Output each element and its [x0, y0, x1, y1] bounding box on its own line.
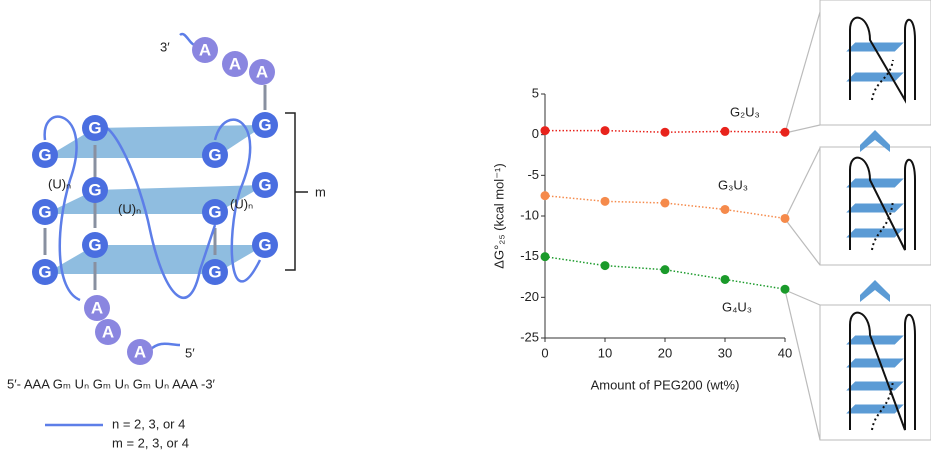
- quadruplex-diagram: G G G G G G G G G G G G A A A A A A 3′ 5…: [7, 32, 326, 450]
- a-label: A: [134, 342, 146, 361]
- g-label: G: [88, 235, 101, 254]
- tetrads: [843, 41, 907, 415]
- y-axis-label: ΔG°₂₅ (kcal mol⁻¹): [491, 163, 506, 268]
- a-label: A: [256, 62, 268, 81]
- point: [720, 204, 730, 214]
- y-tick-label: -10: [520, 207, 539, 222]
- panel: [819, 0, 931, 126]
- sequence: 5′- AAA Gₘ Uₙ Gₘ Uₙ Gₘ Uₙ AAA -3′: [7, 376, 216, 391]
- x-axis-label: Amount of PEG200 (wt%): [591, 377, 740, 392]
- x-tick-label: 30: [718, 345, 732, 360]
- a-label: A: [199, 40, 211, 59]
- point: [540, 191, 550, 201]
- point: [780, 127, 790, 137]
- x-tick-label: 10: [598, 345, 612, 360]
- x-tick-label: 40: [778, 345, 792, 360]
- x-tick-label: 0: [541, 345, 548, 360]
- legend-text: n = 2, 3, or 4: [112, 416, 185, 431]
- g-label: G: [88, 180, 101, 199]
- point: [600, 126, 610, 136]
- y-tick-label: 0: [532, 126, 539, 141]
- g-label: G: [208, 145, 221, 164]
- y-tick-label: -15: [520, 248, 539, 263]
- point: [540, 252, 550, 262]
- a-label: A: [229, 54, 241, 73]
- x-tick-label: 20: [658, 345, 672, 360]
- point: [660, 265, 670, 275]
- y-tick-label: 5: [532, 85, 539, 100]
- m-label: m: [315, 184, 326, 199]
- g-label: G: [208, 262, 221, 281]
- panel: [819, 146, 931, 266]
- point: [780, 213, 790, 223]
- point: [600, 196, 610, 206]
- point: [660, 127, 670, 137]
- g-label: G: [258, 175, 271, 194]
- connectors: [784, 11, 821, 441]
- g-label: G: [88, 118, 101, 137]
- series-label: G₃U₃: [718, 177, 748, 192]
- y-tick-label: -5: [527, 167, 539, 182]
- point: [720, 126, 730, 136]
- loop-label: (U)ₙ: [118, 201, 141, 216]
- series-label: G₄U₃: [722, 299, 752, 314]
- g-label: G: [38, 202, 51, 221]
- g-label: G: [38, 145, 51, 164]
- point: [660, 198, 670, 208]
- point: [720, 274, 730, 284]
- loop-label: (U)ₙ: [230, 196, 253, 211]
- loop-label: (U)ₙ: [48, 176, 71, 191]
- a-label: A: [102, 322, 114, 341]
- arrow: [860, 130, 890, 152]
- y-tick-label: -20: [520, 289, 539, 304]
- g-bases: [32, 37, 278, 365]
- y-tick-label: -25: [520, 329, 539, 344]
- loops: [43, 32, 262, 351]
- g-label: G: [258, 115, 271, 134]
- legend-text: m = 2, 3, or 4: [112, 435, 189, 450]
- end-label: 3′: [160, 39, 170, 54]
- base-letters: G G G G G G G G G G G G A A A A A A: [38, 40, 271, 361]
- a-label: A: [91, 298, 103, 317]
- g-label: G: [208, 202, 221, 221]
- plane: [45, 125, 265, 158]
- strand-path: [849, 16, 916, 431]
- schematics: [819, 0, 931, 441]
- series-label: G₂U₃: [730, 104, 760, 119]
- g-label: G: [38, 262, 51, 281]
- arrow: [860, 280, 890, 302]
- end-label: 5′: [185, 345, 195, 360]
- point: [540, 126, 550, 136]
- panel: [819, 304, 931, 441]
- g-label: G: [258, 235, 271, 254]
- point: [780, 284, 790, 294]
- point: [600, 261, 610, 271]
- bracket: [285, 112, 308, 271]
